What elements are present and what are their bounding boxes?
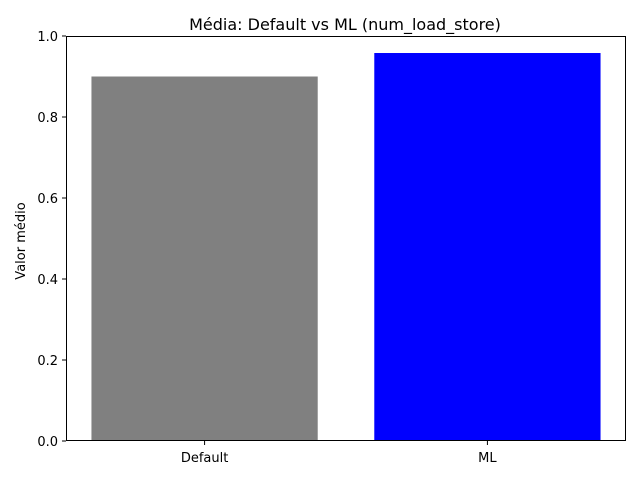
x-tick-label: Default — [181, 451, 229, 466]
y-tick-label: 0.4 — [37, 273, 58, 288]
chart-title: Média: Default vs ML (num_load_store) — [189, 15, 501, 35]
y-tick-label: 0.6 — [37, 192, 58, 207]
y-tick-label: 0.0 — [37, 435, 58, 450]
y-tick-label: 1.0 — [37, 30, 58, 45]
y-tick-label: 0.2 — [37, 354, 58, 369]
x-axis-ticks: Default ML — [181, 441, 497, 466]
x-tick-label: ML — [478, 451, 497, 466]
axes-frame — [66, 36, 626, 441]
y-axis-label: Valor médio — [14, 202, 29, 279]
bar-ml — [374, 53, 601, 441]
bars-group — [91, 53, 601, 441]
y-tick-label: 0.8 — [37, 111, 58, 126]
bar-default — [91, 76, 318, 441]
y-axis-ticks: 0.0 0.2 0.4 0.6 0.8 1.0 — [37, 30, 66, 450]
